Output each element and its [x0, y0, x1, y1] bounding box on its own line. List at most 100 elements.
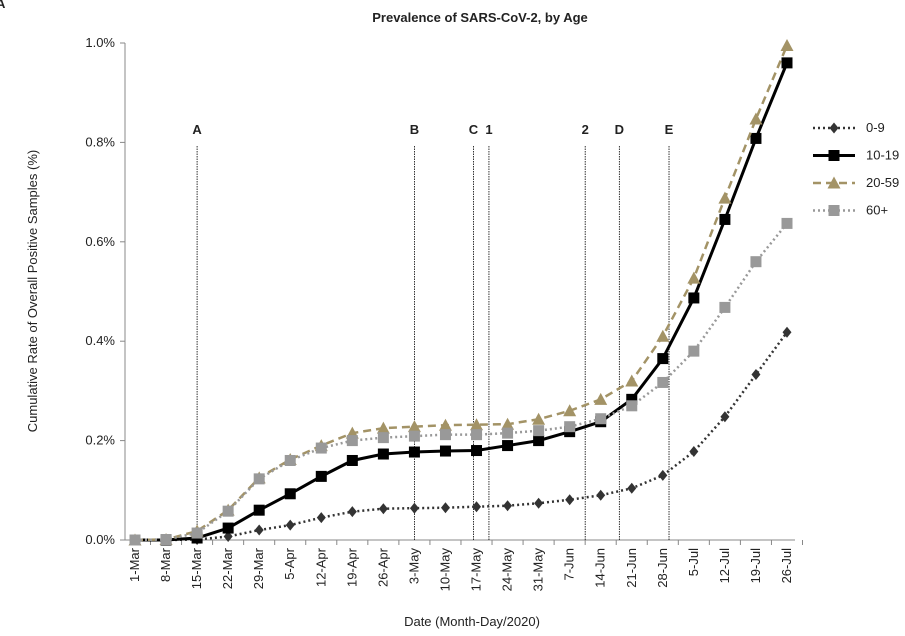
series-line [134, 222, 788, 542]
x-axis-label: Date (Month-Day/2020) [404, 614, 540, 629]
data-point [532, 412, 546, 425]
x-tick-label: 7-Jun [562, 548, 577, 581]
data-point [284, 488, 296, 500]
data-point [439, 445, 451, 457]
x-tick-label: 12-Jul [717, 548, 732, 584]
data-point [376, 421, 390, 434]
data-point [253, 504, 265, 516]
data-point [502, 440, 514, 452]
data-point [563, 404, 577, 417]
event-label: B [410, 122, 419, 137]
data-point [222, 522, 234, 534]
event-label: A [192, 122, 202, 137]
data-point [315, 470, 327, 482]
data-point [718, 191, 732, 204]
data-point [658, 469, 668, 481]
data-point [626, 400, 638, 412]
data-point [409, 502, 419, 514]
data-point [501, 417, 515, 430]
data-point [750, 132, 762, 144]
x-tick-label: 10-May [437, 548, 452, 592]
data-point [160, 534, 172, 546]
chart-title: Prevalence of SARS-CoV-2, by Age [372, 10, 588, 25]
y-tick-label: 0.2% [85, 433, 115, 448]
data-point [781, 217, 793, 229]
data-point [719, 301, 731, 313]
data-point [689, 446, 699, 458]
y-axis-label: Cumulative Rate of Overall Positive Samp… [25, 150, 40, 433]
data-point [687, 271, 701, 284]
x-tick-label: 12-Apr [313, 547, 328, 587]
event-label: C [469, 122, 479, 137]
data-point [223, 531, 233, 543]
data-point [377, 432, 389, 444]
data-point [564, 421, 576, 433]
data-point [502, 427, 514, 439]
y-tick-label: 0.8% [85, 134, 115, 149]
data-point [534, 497, 544, 509]
x-tick-label: 8-Mar [158, 547, 173, 582]
panel-label: A [0, 0, 6, 11]
event-label: D [615, 122, 624, 137]
series-line [134, 44, 789, 542]
x-tick-label: 26-Apr [375, 547, 390, 587]
data-point [749, 112, 763, 125]
data-point [408, 446, 420, 458]
legend-label: 60+ [866, 203, 888, 218]
x-tick-label: 15-Mar [189, 547, 204, 589]
x-tick-label: 31-May [531, 548, 546, 592]
data-point [439, 429, 451, 441]
data-point [657, 376, 669, 388]
event-label: E [665, 122, 674, 137]
data-point [594, 392, 608, 405]
data-point [781, 57, 793, 69]
data-point [284, 454, 296, 466]
x-tick-label: 19-Apr [344, 547, 359, 587]
y-tick-label: 0.6% [85, 234, 115, 249]
data-point [751, 368, 761, 380]
x-tick-label: 3-May [406, 548, 421, 585]
data-point [407, 420, 421, 433]
data-point [657, 353, 669, 365]
data-point [780, 38, 794, 51]
data-point [191, 527, 203, 539]
x-tick-label: 19-Jul [748, 548, 763, 584]
x-tick-label: 21-Jun [624, 548, 639, 588]
legend-marker [828, 205, 840, 216]
data-point [596, 489, 606, 501]
data-point [347, 506, 357, 518]
data-point [720, 411, 730, 423]
data-point [438, 418, 452, 431]
x-tick-label: 22-Mar [220, 547, 235, 589]
data-point [533, 435, 545, 447]
x-tick-label: 5-Apr [282, 547, 297, 579]
data-point [346, 454, 358, 466]
data-point [316, 512, 326, 524]
data-point [503, 500, 513, 512]
data-point [346, 435, 358, 447]
data-point [656, 329, 670, 342]
data-point [472, 501, 482, 513]
legend-marker [829, 122, 839, 134]
data-point [378, 503, 388, 515]
x-tick-label: 24-May [500, 548, 515, 592]
legend-label: 20-59 [866, 175, 899, 190]
x-tick-label: 29-Mar [251, 547, 266, 589]
event-label: 1 [485, 122, 492, 137]
data-point [471, 429, 483, 441]
data-point [285, 519, 295, 531]
x-tick-label: 26-Jul [779, 548, 794, 584]
x-tick-label: 28-Jun [655, 548, 670, 588]
data-point [565, 494, 575, 506]
legend-marker [827, 176, 841, 189]
series-line [135, 62, 789, 542]
data-point [471, 445, 483, 457]
data-point [377, 448, 389, 460]
data-point [782, 326, 792, 338]
legend-marker [828, 150, 840, 161]
x-tick-label: 5-Jul [686, 548, 701, 576]
data-point [533, 425, 545, 437]
x-tick-label: 17-May [469, 548, 484, 592]
data-point [254, 524, 264, 536]
